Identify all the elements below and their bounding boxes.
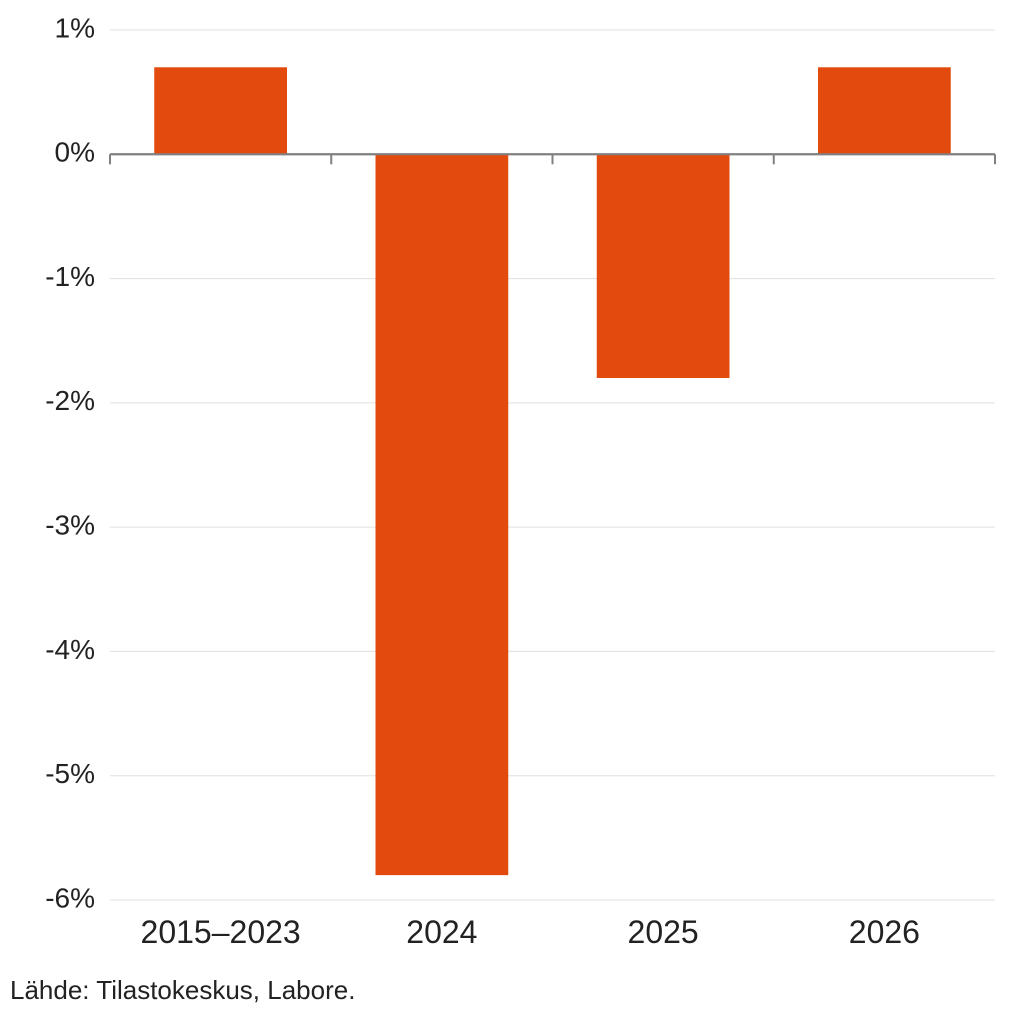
- x-axis-label: 2024: [406, 914, 477, 950]
- x-axis-label: 2015–2023: [141, 914, 301, 950]
- y-axis-label: -6%: [45, 882, 95, 913]
- chart-container: -6% -5% -4% -3% -2% -1% 0% 1% 2015–2023 2024 2025 2…: [0, 0, 1009, 1024]
- y-axis-label: -2%: [45, 385, 95, 416]
- x-axis-label: 2026: [849, 914, 920, 950]
- bar-chart: -6% -5% -4% -3% -2% -1% 0% 1% 2015–2023 2024 2025 2…: [0, 0, 1009, 1024]
- bar: [597, 154, 730, 378]
- y-axis-label: -5%: [45, 758, 95, 789]
- bar: [818, 67, 951, 154]
- source-label: Lähde: Tilastokeskus, Labore.: [10, 975, 355, 1006]
- y-axis-label: -3%: [45, 510, 95, 541]
- y-axis-label: -4%: [45, 634, 95, 665]
- x-axis-label: 2025: [628, 914, 699, 950]
- y-axis-label: 0%: [55, 137, 95, 168]
- y-axis-label: 1%: [55, 12, 95, 43]
- bar: [376, 154, 509, 875]
- y-axis-label: -1%: [45, 261, 95, 292]
- bar: [154, 67, 287, 154]
